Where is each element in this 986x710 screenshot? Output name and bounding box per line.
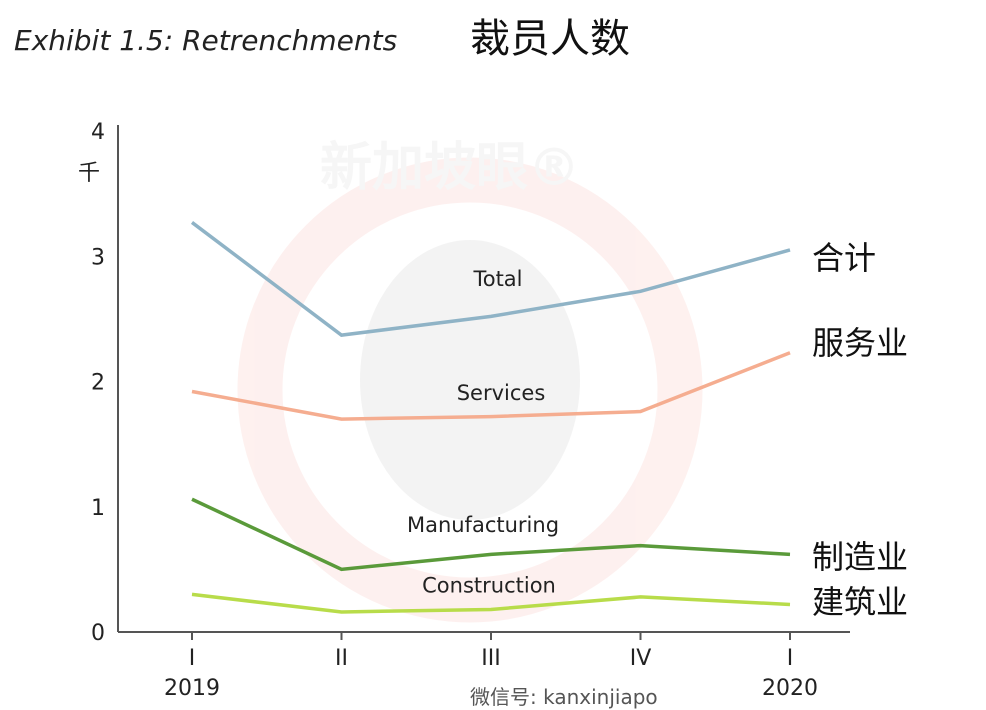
series-label-zh: 服务业 [812,324,908,362]
series-label: Total [472,267,522,291]
x-tick-label: III [481,646,500,671]
series-label-zh: 合计 [812,239,876,277]
series-label: Services [457,381,546,405]
y-tick-label: 1 [91,496,105,521]
series-label: Manufacturing [407,513,559,537]
x-tick-label: II [335,646,348,671]
y-tick-label: 2 [91,371,105,396]
year-label: 2019 [164,676,220,701]
series-label: Construction [422,574,556,598]
year-label: 2020 [762,676,818,701]
y-axis-unit: 千 [78,161,100,186]
y-tick-label: 4 [91,120,105,145]
x-tick-label: I [189,646,196,671]
y-tick-label: 0 [91,621,105,646]
series-label-zh: 制造业 [812,538,908,576]
chart-title: Exhibit 1.5: Retrenchments [14,24,397,57]
watermark-text: 新加坡眼® [320,138,580,198]
wechat-watermark: 微信号: kanxinjiapo [470,685,658,709]
chart-title-zh: 裁员人数 [470,16,630,62]
series-label-zh: 建筑业 [812,583,908,621]
watermark-ring [237,157,703,623]
y-tick-label: 3 [91,245,105,270]
x-tick-label: I [787,646,794,671]
x-tick-label: IV [630,646,652,671]
